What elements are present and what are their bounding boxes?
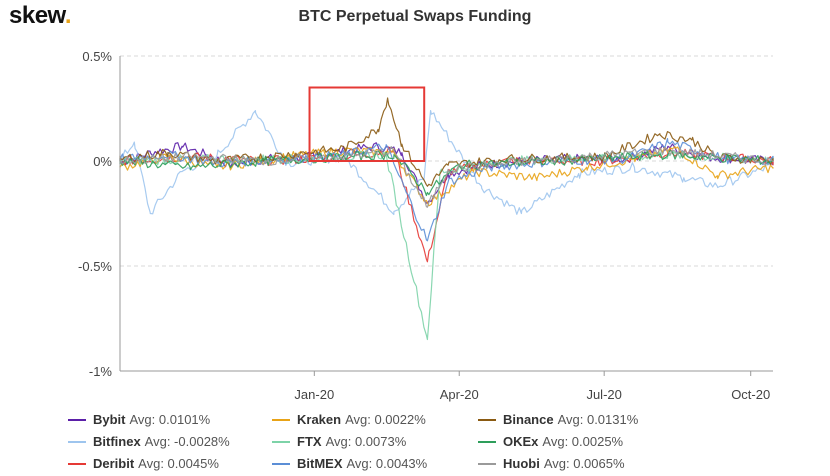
y-tick-label: 0.5% <box>82 49 112 64</box>
chart-svg: 0.5% 0% -0.5% -1% Jan-20 Apr-20 Jul-20 Oct-20 <box>78 49 774 402</box>
y-tick-label: -0.5% <box>78 259 112 274</box>
legend-swatch <box>272 418 290 421</box>
legend-swatch <box>478 418 496 421</box>
legend-series-avg: Avg: 0.0043% <box>346 456 428 471</box>
legend-series-avg: Avg: 0.0022% <box>345 412 426 427</box>
legend-swatch <box>478 462 496 465</box>
legend-series-name: FTX <box>297 434 322 449</box>
legend-item-huobi[interactable]: Huobi Avg: 0.0065% <box>478 456 625 471</box>
legend-series-name: Bitfinex <box>93 434 141 449</box>
series-line-okex <box>119 149 774 197</box>
legend-item-binance[interactable]: Binance Avg: 0.0131% <box>478 412 638 427</box>
legend-swatch <box>68 440 86 443</box>
highlight-box <box>308 86 426 162</box>
legend-series-name: Deribit <box>93 456 135 471</box>
legend-series-avg: Avg: 0.0025% <box>542 434 624 449</box>
legend-item-kraken[interactable]: Kraken Avg: 0.0022% <box>272 412 426 427</box>
x-tick-label: Oct-20 <box>731 387 770 402</box>
legend-swatch <box>68 462 86 465</box>
y-tick-label: 0% <box>93 154 112 169</box>
series-line-binance <box>119 97 774 187</box>
series-line-huobi <box>119 146 774 208</box>
legend-item-ftx[interactable]: FTX Avg: 0.0073% <box>272 434 406 449</box>
legend-series-name: Binance <box>503 412 554 427</box>
legend-series-avg: Avg: 0.0101% <box>129 412 211 427</box>
series-line-deribit <box>119 146 774 263</box>
legend-swatch <box>68 418 86 421</box>
legend-swatch <box>272 462 290 465</box>
legend-series-avg: Avg: -0.0028% <box>144 434 230 449</box>
highlight-box-layer <box>308 86 426 162</box>
x-tick-label: Jan-20 <box>294 387 334 402</box>
legend-series-avg: Avg: 0.0073% <box>325 434 407 449</box>
y-tick-label: -1% <box>89 364 113 379</box>
chart-title: BTC Perpetual Swaps Funding <box>298 8 532 25</box>
series-layer <box>119 97 774 341</box>
legend-series-avg: Avg: 0.0045% <box>138 456 219 471</box>
series-line-bitmex <box>119 138 774 242</box>
legend-series-name: OKEx <box>503 434 539 449</box>
legend-swatch <box>478 440 496 443</box>
legend-series-name: Kraken <box>297 412 342 427</box>
legend-series-avg: Avg: 0.0131% <box>557 412 639 427</box>
legend-item-bybit[interactable]: Bybit Avg: 0.0101% <box>68 412 210 427</box>
legend-item-bitmex[interactable]: BitMEX Avg: 0.0043% <box>272 456 427 471</box>
legend-series-name: BitMEX <box>297 456 343 471</box>
grid-layer <box>120 55 773 372</box>
legend-item-deribit[interactable]: Deribit Avg: 0.0045% <box>68 456 219 471</box>
x-tick-label: Jul-20 <box>586 387 621 402</box>
legend-series-avg: Avg: 0.0065% <box>543 456 625 471</box>
series-line-bitfinex <box>119 110 774 216</box>
legend-item-okex[interactable]: OKEx Avg: 0.0025% <box>478 434 623 449</box>
legend-item-bitfinex[interactable]: Bitfinex Avg: -0.0028% <box>68 434 230 449</box>
legend-swatch <box>272 440 290 443</box>
axis-layer: 0.5% 0% -0.5% -1% Jan-20 Apr-20 Jul-20 Oct-20 <box>78 49 773 402</box>
x-tick-label: Apr-20 <box>440 387 479 402</box>
skew-logo: skew. <box>9 2 72 29</box>
legend-series-name: Huobi <box>503 456 540 471</box>
chart-legend: Bybit Avg: 0.0101% Bitfinex Avg: -0.0028% De… <box>0 410 830 476</box>
legend-series-name: Bybit <box>93 412 126 427</box>
